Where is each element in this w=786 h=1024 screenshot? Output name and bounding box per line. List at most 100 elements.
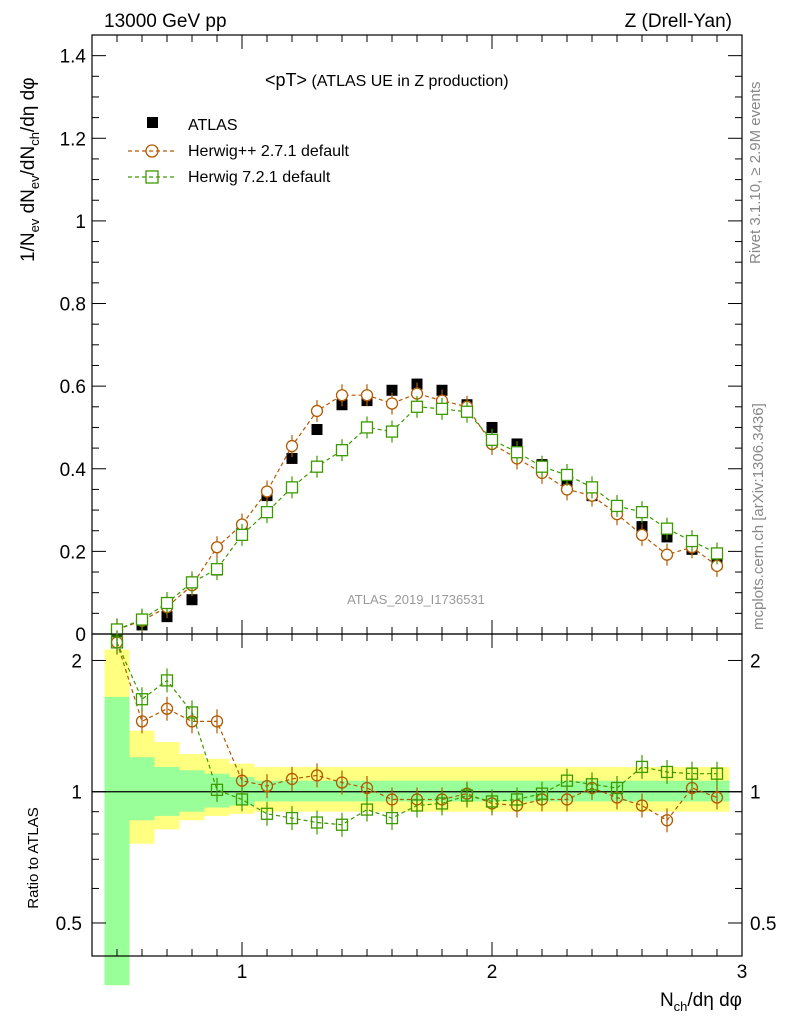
herwig7-point — [310, 460, 324, 473]
herwig7-ratio-point — [585, 778, 599, 791]
ratio-y-tick-label-right: 2 — [750, 651, 761, 672]
herwig7-ratio-point — [185, 706, 199, 719]
herwig7-point — [710, 547, 724, 560]
herwigpp-ratio-point — [660, 814, 674, 827]
ratio-band-inner — [129, 757, 155, 821]
herwig7-ratio-point — [110, 636, 124, 649]
herwig7-point — [585, 481, 599, 494]
ratio-y-axis-label: Ratio to ATLAS — [25, 807, 42, 908]
herwigpp-ratio-point — [285, 772, 299, 786]
herwig7-point — [260, 505, 274, 519]
herwig7-point — [235, 528, 249, 542]
herwig7-point — [660, 522, 674, 535]
herwig7-point — [435, 402, 449, 416]
herwig7-point — [360, 421, 374, 434]
herwigpp-point — [285, 439, 299, 453]
herwigpp-ratio-point — [635, 799, 649, 812]
herwig7-point — [285, 481, 299, 494]
herwig7-ratio-point — [460, 789, 474, 802]
herwig7-ratio-point — [160, 674, 174, 687]
main-y-tick-label: 1.2 — [60, 129, 86, 150]
ratio-band-inner — [179, 770, 205, 812]
herwig7-ratio-point — [135, 693, 149, 706]
side-text-top: Rivet 3.1.10, ≥ 2.9M events — [747, 82, 764, 265]
x-tick-label: 3 — [737, 962, 748, 983]
main-y-tick-label: 0.4 — [60, 460, 87, 481]
main-y-tick-label: 0.6 — [60, 377, 86, 398]
herwigpp-ratio-point — [210, 715, 224, 728]
herwig7-point — [685, 534, 699, 548]
herwig7-ratio-point — [485, 795, 499, 808]
herwig7-point — [410, 400, 424, 413]
legend-atlas-marker — [147, 117, 158, 128]
herwigpp-ratio-point — [360, 781, 374, 795]
ratio-y-tick-label-right: 1 — [750, 783, 761, 804]
herwig7-point — [485, 433, 499, 446]
herwig7-point — [610, 499, 624, 513]
herwig7-ratio-point — [285, 811, 299, 825]
herwig7-ratio-point — [660, 765, 674, 779]
main-y-tick-label: 0.2 — [60, 542, 86, 563]
herwig7-point — [185, 576, 199, 589]
x-tick-label: 2 — [487, 962, 498, 983]
herwigpp-ratio-point — [385, 793, 399, 806]
herwig7-ratio-point — [335, 818, 349, 831]
atlas-point — [486, 421, 498, 433]
herwigpp-ratio-point — [710, 791, 724, 804]
header-right: Z (Drell-Yan) — [625, 11, 732, 32]
herwig7-point — [635, 505, 649, 519]
herwigpp-point — [335, 389, 349, 402]
herwig7-ratio-point — [610, 781, 624, 795]
herwig7-point — [210, 562, 224, 576]
ratio-y-tick-label: 1 — [71, 783, 82, 804]
herwigpp-ratio-point — [335, 776, 349, 789]
herwig7-point — [385, 425, 399, 438]
side-text-bottom: mcplots.cern.ch [arXiv:1306.3436] — [750, 403, 767, 630]
main-y-tick-label: 1.4 — [60, 47, 87, 68]
main-y-tick-label: 0 — [75, 625, 86, 646]
legend: ATLAS Herwig++ 2.7.1 default Herwig 7.2.… — [128, 117, 350, 186]
herwig7-ratio-point — [235, 793, 249, 806]
herwigpp-point — [385, 397, 399, 410]
herwig7-ratio-point — [435, 797, 449, 810]
herwigpp-point — [360, 389, 374, 402]
herwig7-ratio-point — [710, 767, 724, 780]
header-left: 13000 GeV pp — [104, 11, 227, 32]
herwigpp-point — [310, 404, 324, 418]
main-y-tick-label: 1 — [75, 212, 86, 233]
ratio-plot: 1 2 3 0.5 0.5 1 1 2 2 — [56, 630, 776, 986]
main-plot-title: <pT> (ATLAS UE in Z production) — [265, 70, 509, 90]
herwigpp-ratio-point — [560, 793, 574, 806]
x-axis-label: Nch/dη dφ — [660, 990, 742, 1014]
herwigpp-point — [660, 548, 674, 561]
herwig7-point — [335, 444, 349, 457]
atlas-point — [311, 424, 323, 436]
main-plot: 0 0.2 0.4 0.6 0.8 1 1.2 1.4 — [60, 34, 743, 646]
legend-herwigpp-label: Herwig++ 2.7.1 default — [188, 143, 350, 160]
herwig7-ratio-point — [510, 793, 524, 806]
herwig7-point — [460, 405, 474, 418]
herwig7-ratio-point — [685, 767, 699, 780]
ratio-y-tick-label-right: 0.5 — [750, 914, 776, 935]
main-y-axis-label: 1/Nev dNev/dNch/dη dφ — [18, 77, 42, 262]
atlas-point — [186, 594, 198, 606]
herwig7-ratio-point — [260, 807, 274, 820]
atlas-point — [386, 384, 398, 396]
herwig7-point — [160, 596, 174, 610]
ratio-y-tick-label: 2 — [71, 651, 82, 672]
herwig7-ratio-point — [385, 811, 399, 825]
herwig7-point — [510, 446, 524, 459]
x-tick-label: 1 — [237, 962, 248, 983]
herwig7-point — [135, 613, 149, 626]
atlas-point — [286, 452, 298, 464]
herwig7-point — [560, 468, 574, 482]
herwig7-ratio-point — [410, 799, 424, 812]
herwigpp-ratio-point — [235, 774, 249, 787]
herwigpp-point — [635, 528, 649, 542]
ratio-y-tick-label: 0.5 — [56, 914, 82, 935]
legend-herwigpp-marker — [145, 144, 159, 158]
ratio-band-inner — [104, 696, 130, 986]
herwigpp-ratio-point — [160, 702, 174, 715]
legend-herwig7-label: Herwig 7.2.1 default — [188, 169, 331, 186]
